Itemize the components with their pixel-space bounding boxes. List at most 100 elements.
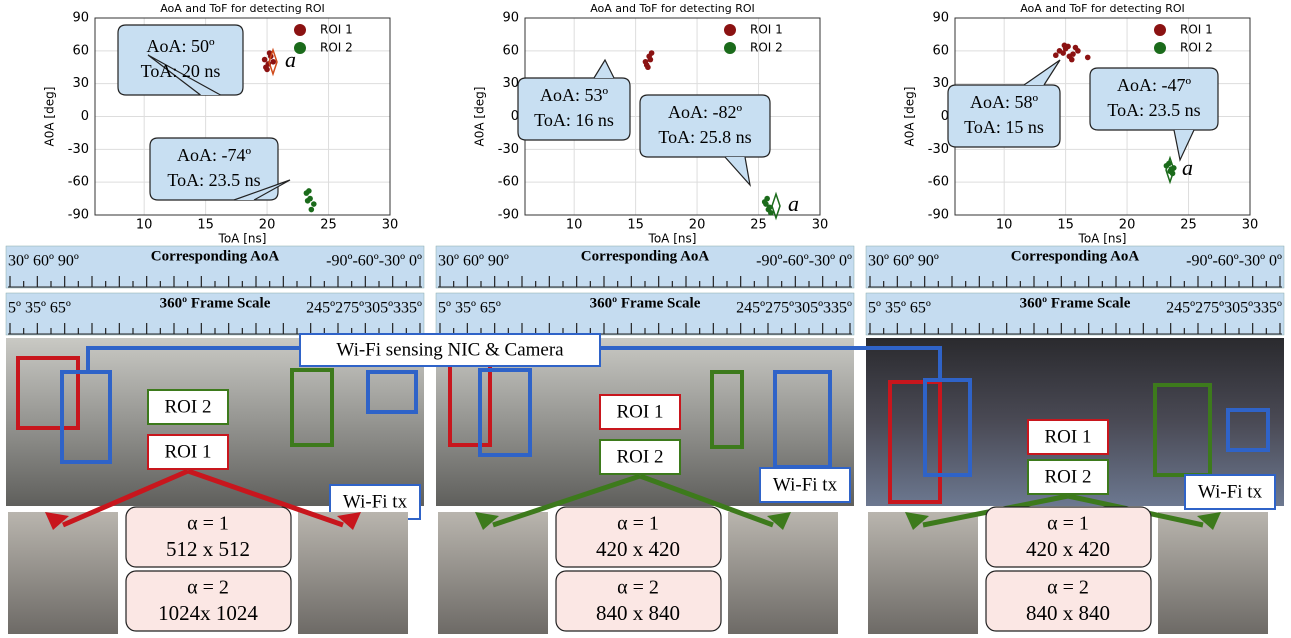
scale-title: Corresponding AoA (151, 248, 280, 264)
scale-title: Corresponding AoA (581, 248, 710, 264)
resolution-box (555, 506, 722, 568)
scatter-point (261, 56, 268, 63)
legend-label: ROI 1 (750, 23, 783, 37)
x-tick-label: 25 (750, 218, 767, 233)
x-tick-label: 20 (1119, 218, 1136, 233)
scale-right: -90º-60º-30º 0º (756, 253, 852, 270)
callout-text: AoA: 58º (970, 92, 1038, 112)
annotation: a (788, 191, 799, 216)
roi-box (710, 370, 744, 449)
callout-box (149, 137, 279, 201)
resolution-size: 420 x 420 (1026, 537, 1110, 561)
scale-right: 245º275º305º335º (1166, 300, 1282, 317)
arrow-head (905, 512, 929, 530)
size-arrow (771, 191, 781, 221)
scatter-point (645, 64, 651, 71)
roi-box (478, 368, 532, 457)
resolution-alpha: α = 2 (1047, 577, 1089, 599)
roi-label-box (599, 394, 681, 430)
roi-label-box (147, 434, 229, 470)
roi-box (1153, 383, 1212, 477)
x-axis-label: ToA [ns] (1078, 232, 1127, 246)
scatter-point (1084, 54, 1091, 61)
y-tick-label: -60 (68, 175, 89, 190)
scatter-point (1060, 50, 1066, 56)
callout-text: AoA: -82º (668, 102, 742, 122)
scale-left: 30º 60º 90º (438, 253, 509, 270)
scale-left: 30º 60º 90º (8, 253, 79, 270)
size-arrow (268, 47, 278, 77)
callout-text: ToA: 20 ns (141, 61, 221, 81)
resolution-size: 512 x 512 (166, 537, 250, 561)
x-tick-label: 30 (382, 218, 399, 233)
y-axis-label: A0A [deg] (473, 87, 487, 147)
y-tick-label: 30 (932, 76, 949, 91)
arrow-head (475, 512, 499, 530)
crop-photo (868, 512, 978, 634)
y-tick-label: -60 (498, 175, 519, 190)
roi-box (1226, 408, 1270, 452)
chart-title: AoA and ToF for detecting ROI (160, 2, 325, 15)
callout-pointer (724, 156, 751, 187)
roi-label: Wi-Fi tx (773, 474, 838, 495)
roi-label-box (1027, 459, 1109, 495)
scatter-point (310, 201, 317, 207)
scatter-point (768, 210, 774, 216)
scatter-point (764, 195, 770, 202)
crop-photo (728, 512, 838, 634)
resolution-alpha: α = 2 (187, 577, 229, 599)
x-tick-label: 30 (812, 218, 829, 233)
y-tick-label: -30 (498, 142, 519, 157)
scatter-point (1061, 42, 1068, 49)
legend-marker (724, 42, 736, 54)
legend-marker (1154, 42, 1166, 54)
y-tick-label: -90 (928, 208, 949, 223)
callout-text: AoA: -47º (1117, 75, 1191, 95)
callout-box (947, 84, 1061, 148)
x-tick-label: 15 (197, 218, 214, 233)
x-tick-label: 25 (320, 218, 337, 233)
legend-label: ROI 2 (1180, 41, 1213, 55)
roi-box (290, 368, 334, 447)
chart-title: AoA and ToF for detecting ROI (1020, 2, 1185, 15)
nic-label-box (299, 333, 601, 367)
chart-title: AoA and ToF for detecting ROI (590, 2, 755, 15)
x-tick-label: 10 (996, 218, 1013, 233)
legend-marker (294, 24, 306, 36)
roi-label: Wi-Fi tx (1198, 481, 1263, 502)
scatter-point (1068, 56, 1075, 63)
crop-photo (8, 512, 118, 634)
legend-marker (724, 24, 736, 36)
x-axis-label: ToA [ns] (648, 232, 697, 246)
y-tick-label: 0 (81, 109, 89, 124)
legend-marker (1154, 24, 1166, 36)
y-tick-label: 90 (932, 11, 949, 26)
callout-pointer (147, 54, 221, 96)
scale-left: 30º 60º 90º (868, 253, 939, 270)
roi-box (888, 380, 942, 504)
callout-pointer (1023, 59, 1061, 86)
scatter-point (270, 58, 277, 65)
legend-label: ROI 1 (1180, 23, 1213, 37)
crop-photo (298, 512, 408, 634)
scale-right: -90º-60º-30º 0º (1186, 253, 1282, 270)
callout-text: ToA: 15 ns (964, 117, 1044, 137)
resolution-box (985, 570, 1152, 632)
callout-text: ToA: 23.5 ns (167, 170, 260, 190)
scale-title: 360º Frame Scale (1020, 295, 1131, 311)
roi-label: ROI 1 (617, 401, 664, 422)
callout-box (1089, 67, 1219, 131)
roi-label: ROI 2 (165, 396, 212, 417)
nic-label: Wi-Fi sensing NIC & Camera (336, 339, 564, 360)
y-tick-label: 90 (72, 11, 89, 26)
callout-text: ToA: 25.8 ns (658, 127, 751, 147)
crop-arrow (187, 468, 344, 528)
callout-text: ToA: 16 ns (534, 110, 614, 130)
crop-photo (438, 512, 548, 634)
y-tick-label: 90 (502, 11, 519, 26)
callout-box (117, 24, 244, 96)
y-tick-label: 60 (932, 43, 949, 58)
y-axis-label: A0A [deg] (43, 87, 57, 147)
scale-right: 245º275º305º335º (306, 300, 422, 317)
y-tick-label: -90 (498, 208, 519, 223)
